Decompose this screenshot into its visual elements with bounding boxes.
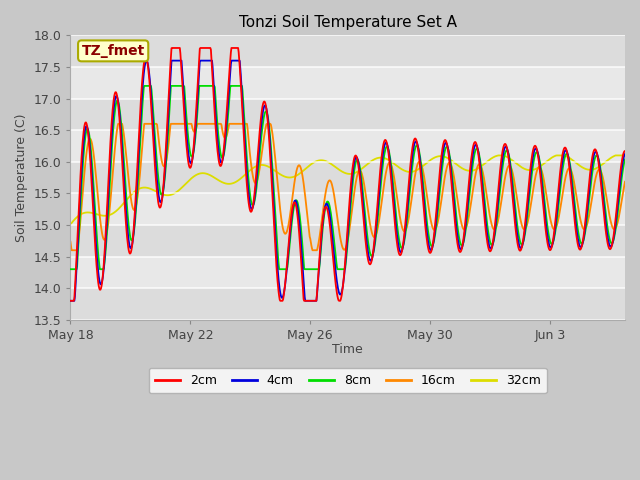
Bar [70, 256, 625, 288]
Title: Tonzi Soil Temperature Set A: Tonzi Soil Temperature Set A [239, 15, 457, 30]
Bar [70, 130, 625, 162]
Bar [70, 193, 625, 225]
Bar [70, 67, 625, 98]
X-axis label: Time: Time [332, 343, 363, 356]
Bar [70, 288, 625, 320]
Text: TZ_fmet: TZ_fmet [81, 44, 145, 58]
Legend: 2cm, 4cm, 8cm, 16cm, 32cm: 2cm, 4cm, 8cm, 16cm, 32cm [148, 368, 547, 393]
Y-axis label: Soil Temperature (C): Soil Temperature (C) [15, 113, 28, 242]
Bar [70, 225, 625, 256]
Bar [70, 162, 625, 193]
Bar [70, 36, 625, 67]
Bar [70, 98, 625, 130]
